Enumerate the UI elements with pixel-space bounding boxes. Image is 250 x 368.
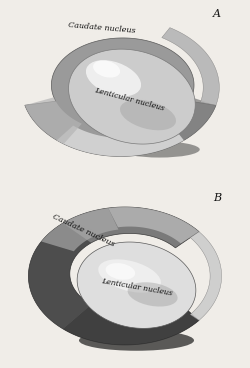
Text: A: A — [213, 9, 221, 19]
Ellipse shape — [79, 330, 194, 351]
Text: Caudate nucleus: Caudate nucleus — [68, 21, 136, 35]
Polygon shape — [162, 28, 219, 105]
Polygon shape — [25, 38, 216, 156]
Ellipse shape — [120, 100, 176, 130]
Ellipse shape — [98, 259, 161, 293]
Polygon shape — [108, 207, 199, 243]
Text: B: B — [213, 193, 221, 203]
Polygon shape — [57, 125, 184, 156]
Polygon shape — [77, 242, 196, 328]
Polygon shape — [168, 97, 216, 140]
Ellipse shape — [93, 60, 120, 78]
Polygon shape — [25, 97, 82, 144]
Text: Lenticular nucleus: Lenticular nucleus — [100, 277, 173, 298]
Ellipse shape — [119, 141, 200, 158]
Polygon shape — [63, 300, 199, 345]
Ellipse shape — [128, 282, 178, 307]
Polygon shape — [68, 49, 195, 144]
Polygon shape — [28, 207, 199, 345]
Polygon shape — [28, 223, 91, 329]
Text: Lenticular nucleus: Lenticular nucleus — [94, 86, 166, 112]
Ellipse shape — [106, 263, 135, 280]
Ellipse shape — [86, 60, 141, 96]
Text: Caudate nucleus: Caudate nucleus — [51, 212, 116, 248]
Polygon shape — [41, 208, 118, 251]
Polygon shape — [190, 231, 222, 321]
